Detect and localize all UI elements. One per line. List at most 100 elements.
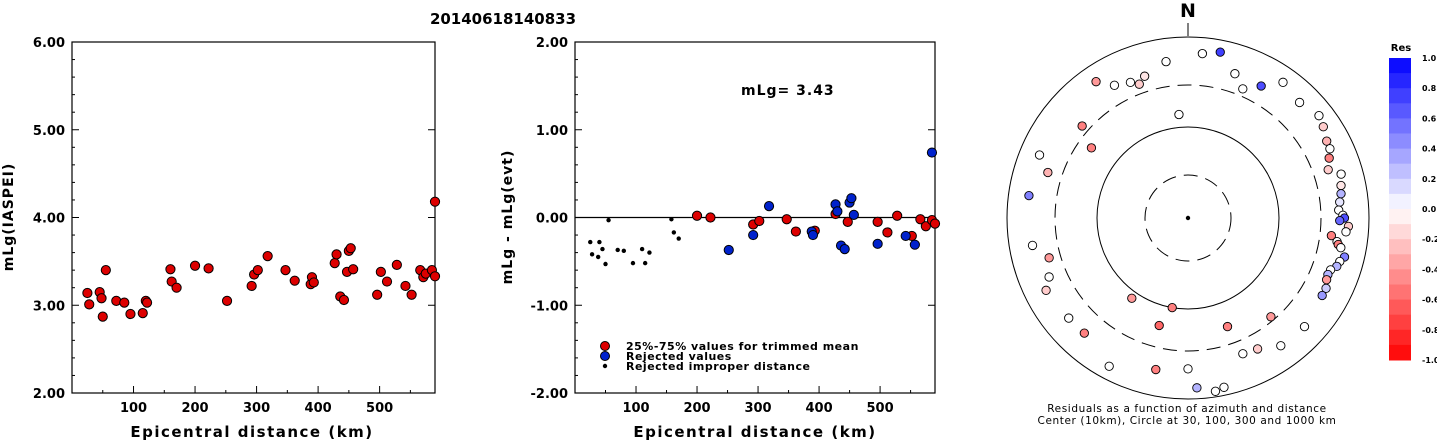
chart-title: 20140618140833 [430, 10, 576, 28]
magnitude-x-tick-label: 500 [366, 401, 393, 416]
ring-30km [1144, 174, 1232, 262]
station-residual-point [1125, 77, 1136, 88]
station-residual-point [1064, 313, 1074, 323]
polar-caption-line2: Center (10km), Circle at 30, 100, 300 an… [1038, 415, 1337, 427]
station-residual-point [1210, 386, 1221, 396]
residual-points [588, 147, 941, 267]
magnitude-x-tick-label: 200 [181, 401, 208, 416]
station-residual-point [1266, 312, 1276, 322]
magnitude-point [100, 265, 111, 276]
station-residual-point [1044, 272, 1054, 282]
residual-x-tick-label: 200 [683, 401, 710, 416]
colorbar-cell [1389, 269, 1411, 285]
magnitude-y-tick-label: 3.00 [33, 299, 65, 314]
colorbar-cell [1389, 193, 1411, 210]
magnitude-x-tick-label: 300 [243, 401, 270, 416]
ring-100km [1096, 126, 1280, 310]
station-residual-point [1294, 97, 1305, 108]
colorbar-label: 0.2 [1422, 175, 1436, 184]
legend-trimmed-label: 25%-75% values for trimmed mean [626, 340, 859, 353]
colorbar-title: Res [1391, 43, 1411, 54]
magnitude-x-tick-label: 100 [120, 401, 147, 416]
station-residual-point [1326, 230, 1337, 241]
improper-distance-point [671, 230, 677, 235]
legend: 25%-75% values for trimmed mean Rejected… [600, 340, 859, 373]
station-residual-point [1151, 364, 1161, 375]
colorbar-cell [1389, 163, 1411, 180]
station-residual-point [1041, 285, 1051, 295]
magnitude-point [348, 264, 359, 275]
magnitude-point [406, 289, 417, 300]
station-residual-point [1238, 84, 1248, 94]
improper-distance-point [588, 239, 593, 245]
trimmed-point [882, 227, 893, 238]
station-residual-point [1161, 57, 1171, 67]
station-residual-point [1197, 48, 1208, 59]
colorbar-label: 1.0 [1422, 54, 1437, 63]
station-residual-point [1321, 275, 1332, 285]
residual-x-tick-label: 100 [622, 401, 649, 416]
colorbar-label: 0.4 [1422, 145, 1437, 154]
colorbar-label: 0.0 [1422, 205, 1437, 214]
station-residual-point [1174, 109, 1184, 120]
improper-distance-point [595, 254, 601, 260]
improper-distance-point [630, 260, 636, 266]
colorbar-cell [1389, 314, 1411, 331]
station-residual-point [1134, 79, 1144, 89]
colorbar-cell [1389, 88, 1411, 104]
colorbar-cell [1389, 133, 1411, 150]
magnitude-point [391, 259, 402, 270]
colorbar-label: 0.6 [1422, 114, 1437, 123]
rejected-point [900, 230, 911, 242]
colorbar-cells [1389, 58, 1411, 361]
magnitude-y-tick-label: 5.00 [33, 124, 65, 139]
improper-distance-point [606, 217, 611, 223]
magnitude-point [119, 297, 130, 308]
colorbar-cell [1389, 344, 1411, 361]
trimmed-point [915, 214, 926, 225]
improper-distance-point [676, 236, 681, 241]
rejected-point [846, 193, 857, 204]
ring-300km [1054, 84, 1322, 352]
improper-distance-point [621, 248, 627, 254]
event-center [1185, 215, 1191, 221]
magnitude-point [82, 287, 93, 299]
trimmed-point [920, 221, 931, 232]
station-residual-point [1325, 144, 1335, 154]
colorbar-labels: 1.0 0.8 0.6 0.4 0.2 0.0 -0.2 -0.4 -0.6 -0.8 -1.0 [1422, 54, 1437, 365]
magnitude-point [141, 297, 153, 308]
station-residual-point [1252, 344, 1263, 354]
colorbar-label: -0.6 [1422, 296, 1437, 305]
improper-distance-point [603, 261, 608, 267]
colorbar-cell [1389, 329, 1411, 346]
colorbar-cell [1389, 58, 1411, 74]
polar-caption-line1: Residuals as a function of azimuth and d… [1047, 403, 1327, 415]
colorbar-cell [1389, 239, 1411, 255]
station-residual-point [1336, 243, 1346, 253]
mlg-value-text: mLg= 3.43 [741, 83, 835, 99]
station-residual-point [1335, 197, 1345, 207]
magnitude-point [400, 280, 411, 292]
magnitude-point [96, 293, 107, 304]
colorbar-label: -0.4 [1422, 265, 1437, 274]
rejected-point [807, 229, 819, 241]
rejected-point [926, 147, 938, 158]
station-residual-point [1079, 328, 1089, 338]
station-residual-point [1043, 167, 1053, 178]
magnitude-point [137, 308, 148, 319]
magnitude-point [203, 263, 214, 274]
residual-y-tick-label: 1.00 [536, 124, 568, 139]
residual-x-ticks: 100 200 300 400 500 [605, 386, 912, 416]
magnitude-point [331, 249, 342, 260]
magnitude-point [329, 258, 340, 269]
magnitude-panel: 6.00 5.00 4.00 3.00 2.00 100 200 300 400 500 mLg… [1, 36, 441, 441]
trimmed-point [781, 214, 792, 225]
colorbar-cell [1389, 224, 1411, 240]
station-residual-point [1341, 227, 1351, 237]
magnitude-point [252, 265, 263, 276]
residual-x-axis-label: Epicentral distance (km) [633, 423, 876, 441]
trimmed-point [892, 210, 903, 221]
station-residual-point [1335, 215, 1345, 226]
magnitude-point [84, 299, 95, 310]
